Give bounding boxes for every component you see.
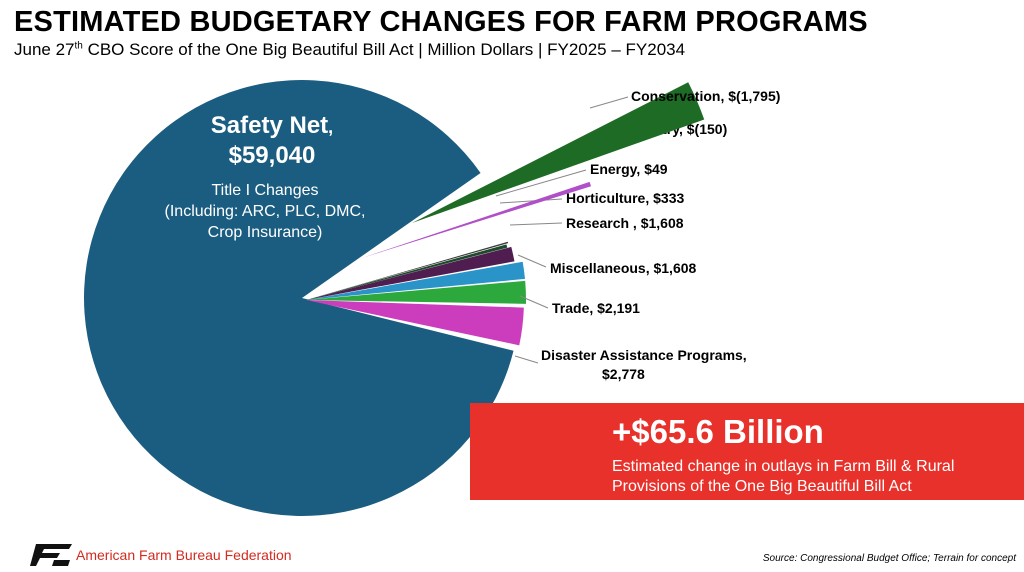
pie-slice-horticulture [306,244,508,300]
safety-net-value: $59,040 [228,142,316,169]
safety-net-name: Safety Net [210,112,329,139]
leader-line [517,254,547,268]
leader-line [495,169,587,197]
safety-net-label: Safety Net, $59,040 [172,112,372,170]
leader-line [509,222,563,226]
slice-label-disaster-assistance-programs: Disaster Assistance Programs, [541,347,747,363]
pie-slice-safety-net [84,79,514,516]
safety-net-comma: , [328,117,334,137]
chart-subtitle: June 27th CBO Score of the One Big Beaut… [14,40,686,59]
total-desc-line: Estimated change in outlays in Farm Bill… [612,458,955,475]
slice-label-conservation: Conservation, $(1,795) [631,88,780,104]
organization-name: American Farm Bureau Federation [76,547,292,563]
pie-slice-forestry [362,181,592,258]
total-description: Estimated change in outlays in Farm Bill… [612,457,1012,497]
total-value: +$65.6 Billion [612,413,824,450]
pie-slice-energy [306,241,509,300]
pie-slice-conservation [412,82,705,224]
slice-value-disaster-assistance-programs: $2,778 [602,366,645,382]
total-desc-line: Provisions of the One Big Beautiful Bill… [612,478,912,495]
slice-label-horticulture: Horticulture, $333 [566,190,684,206]
pie-slice-disaster-assistance-programs [306,300,524,346]
leader-line [589,96,629,109]
slice-label-trade: Trade, $2,191 [552,300,640,316]
leader-line [514,355,539,364]
chart-title: ESTIMATED BUDGETARY CHANGES FOR FARM PRO… [14,6,868,38]
pie-slice-miscellaneous [306,261,525,300]
pie-slice-research [306,246,515,300]
safety-net-description: Title I Changes (Including: ARC, PLC, DM… [150,180,380,243]
total-banner: +$65.6 Billion Estimated change in outla… [470,403,1024,500]
pie-slice-trade [306,280,526,304]
safety-net-desc-line: Crop Insurance) [207,224,323,241]
leader-line [519,295,549,309]
afbf-logo-icon [30,544,72,566]
slice-label-energy: Energy, $49 [590,161,668,177]
safety-net-desc-line: Title I Changes [211,182,319,199]
safety-net-desc-line: (Including: ARC, PLC, DMC, [164,203,366,220]
source-note: Source: Congressional Budget Office; Ter… [762,553,1016,564]
leader-line [499,198,563,204]
slice-label-miscellaneous: Miscellaneous, $1,608 [550,260,697,276]
slice-label-research: Research , $1,608 [566,215,684,231]
